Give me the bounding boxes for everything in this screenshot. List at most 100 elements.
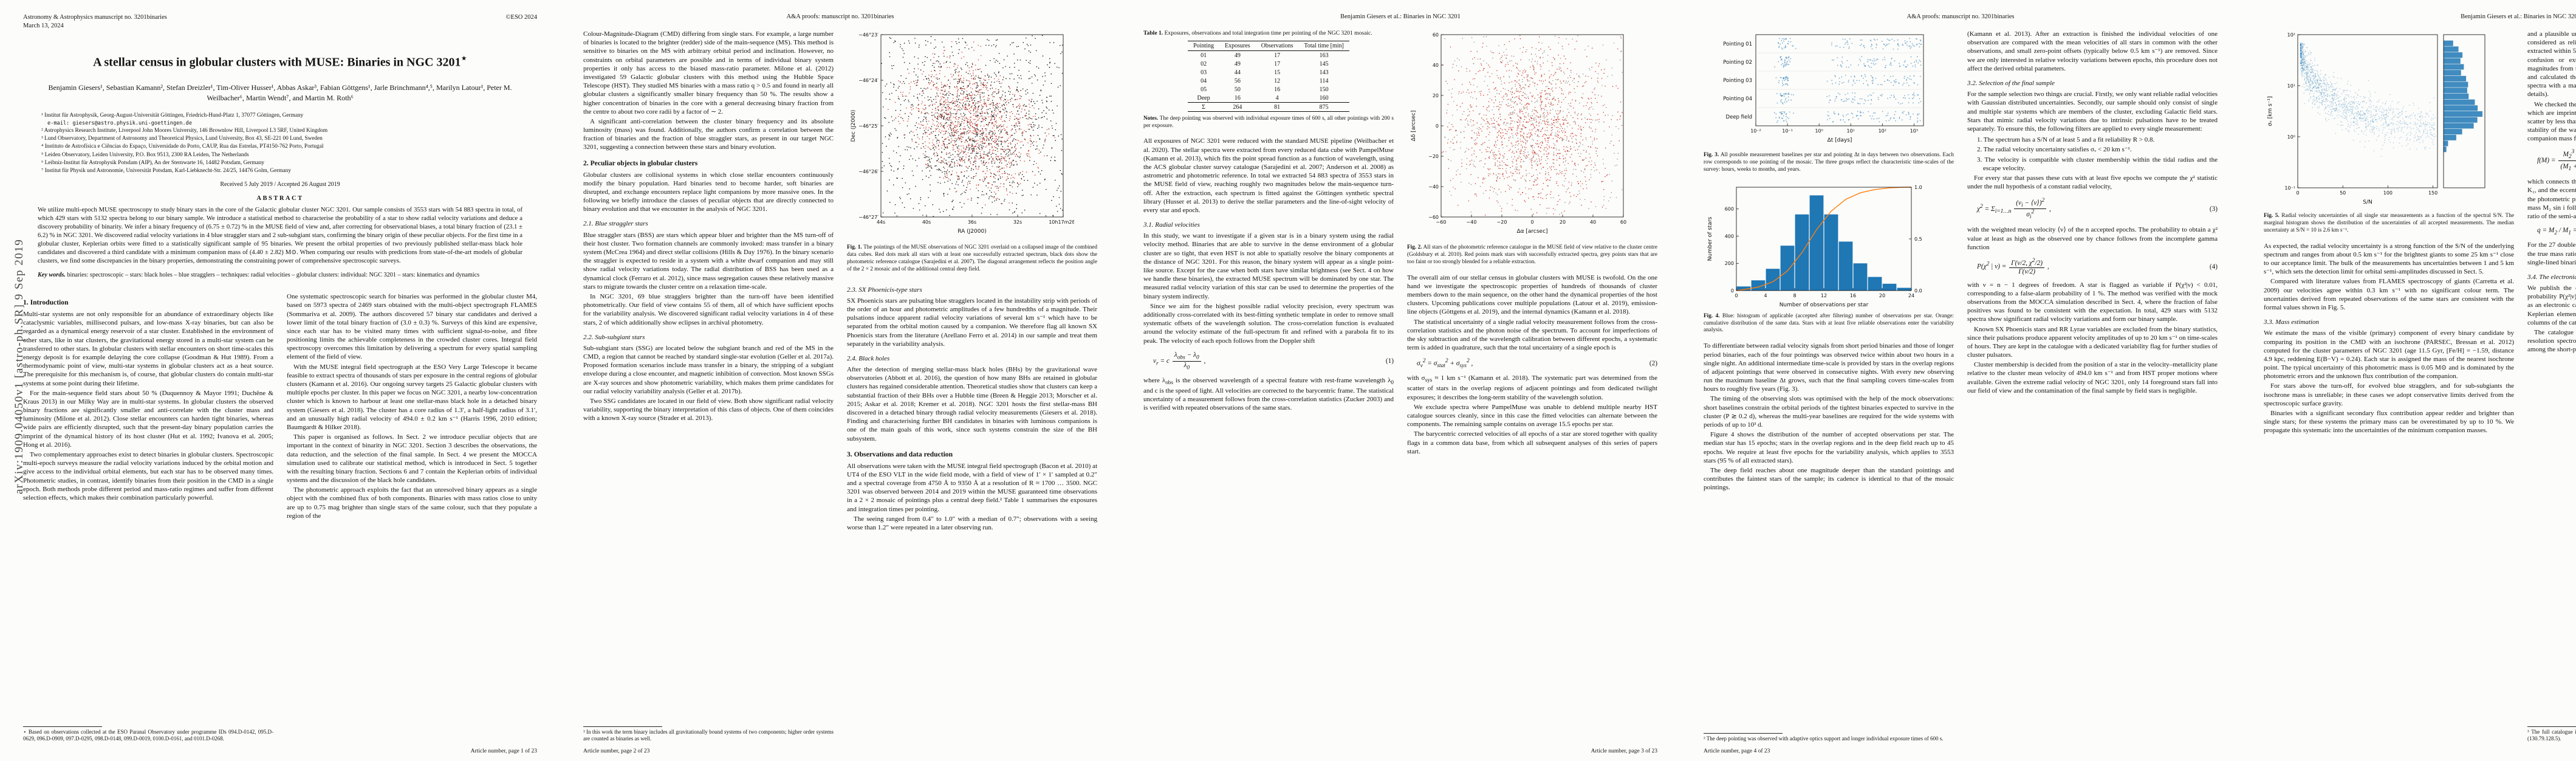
author-list: Benjamin Giesers¹, Sebastian Kamann², St… — [34, 83, 526, 103]
table-cell: 56 — [1219, 77, 1256, 85]
paragraph: with ν = n − 1 degrees of freedom. A sta… — [1967, 281, 2218, 324]
paragraph: Since we aim for the highest possible ra… — [1143, 302, 1394, 345]
figure-5-caption: Fig. 5. Radial velocity uncertainties of… — [2264, 213, 2514, 235]
paragraph: SX Phoenicis stars are pulsating blue st… — [847, 297, 1097, 348]
footnote-2: ² The deep pointing was observed with ad… — [1704, 733, 1954, 743]
section-heading-introduction: 1. Introduction — [23, 298, 273, 307]
paragraph: Two complementary approaches exist to de… — [23, 450, 273, 502]
criteria-list: 1. The spectrum has a S/N of at least 5 … — [1967, 134, 2218, 174]
paragraph: We estimate the mass of the visible (pri… — [2264, 329, 2514, 380]
svg-text:−60: −60 — [1428, 215, 1439, 220]
svg-text:Pointing 02: Pointing 02 — [1723, 60, 1752, 66]
equation-body: f(M) = M23 sin3 i(M1 + M2)2 = P K13 (1 −… — [2527, 149, 2576, 173]
equation-6: q = M2 / M1 = K1 / K2 , (6) — [2527, 227, 2576, 236]
footnote-1: ¹ In this work the term binary includes … — [583, 726, 834, 743]
figure-2-caption: Fig. 2. All stars of the photometric ref… — [1407, 244, 1657, 266]
svg-text:20: 20 — [1560, 219, 1566, 225]
subsection-heading-sx-phoenicis: 2.3. SX Phoenicis-type stars — [847, 286, 1097, 294]
table-cell: 81 — [1256, 103, 1299, 112]
paragraph: which connects the observables of the sp… — [2527, 177, 2576, 221]
page-4: A&A proofs: manuscript no. 3201binaries … — [1680, 0, 2241, 761]
page-1: arXiv:1909.04050v1 [astro-ph.SR] 9 Sep 2… — [0, 0, 560, 761]
figure-3-caption: Fig. 3. All possible measurement baselin… — [1704, 152, 1954, 174]
page-title: A stellar census in globular clusters wi… — [41, 52, 519, 71]
paragraph: The catalogue is meant as a starting poi… — [2527, 328, 2576, 354]
table-cell: Deep — [1188, 94, 1219, 103]
svg-text:32s: 32s — [1013, 219, 1022, 225]
paragraph: As expected, the radial velocity uncerta… — [2264, 242, 2514, 277]
paragraph: We publish the epoch radial velocities o… — [2527, 284, 2576, 327]
paragraph: After the detection of merging stellar-m… — [847, 365, 1097, 443]
svg-text:−46°26′: −46°26′ — [858, 169, 879, 174]
paragraph: All exposures of NGC 3201 were reduced w… — [1143, 137, 1394, 215]
paragraph: The seeing ranged from 0.4″ to 1.0″ with… — [847, 515, 1097, 532]
svg-text:−60: −60 — [1436, 219, 1447, 225]
subsection-heading-mass-estimation: 3.3. Mass estimation — [2264, 319, 2514, 326]
svg-text:−40: −40 — [1467, 219, 1477, 225]
page2-left-column: Colour-Magnitude-Diagram (CMD) differing… — [583, 30, 834, 743]
table-1-notes: Notes. The deep pointing was observed wi… — [1143, 115, 1394, 129]
table-cell: 44 — [1219, 68, 1256, 77]
keywords: Key words. binaries: spectroscopic – sta… — [38, 271, 522, 279]
table-cell: Σ — [1188, 103, 1219, 112]
paragraph: Blue straggler stars (BSS) are stars whi… — [583, 231, 834, 291]
svg-text:Pointing 03: Pointing 03 — [1723, 78, 1752, 84]
svg-text:−46°23′: −46°23′ — [858, 32, 879, 38]
equation-number: (3) — [2210, 205, 2218, 213]
table-column-header: Observations — [1256, 41, 1299, 51]
affiliation-line: ² Astrophysics Research Institute, Liver… — [41, 127, 519, 135]
criterion-item: 3. The velocity is compatible with clust… — [1977, 156, 2218, 173]
table-cell: 04 — [1188, 77, 1219, 85]
paragraph: with the weighted mean velocity ⟨v⟩ of t… — [1967, 226, 2218, 252]
equation-body: P(χ2 | ν) = Γ(ν/2, χ2/2)Γ(ν/2) , — [1967, 258, 2210, 276]
svg-text:0: 0 — [1436, 123, 1439, 129]
table-cell: 4 — [1256, 94, 1299, 103]
page1-header: Astronomy & Astrophysics manuscript no. … — [23, 13, 537, 30]
affiliation-line: ³ Lund Observatory, Department of Astron… — [41, 135, 519, 143]
table-cell: 17 — [1256, 51, 1299, 60]
manuscript-spread: arXiv:1909.04050v1 [astro-ph.SR] 9 Sep 2… — [0, 0, 2576, 729]
running-head: A&A proofs: manuscript no. 3201binaries — [583, 13, 1097, 20]
svg-text:Δδ [arcsec]: Δδ [arcsec] — [1411, 111, 1417, 142]
paragraph: Compared with literature values from FLA… — [2264, 277, 2514, 312]
table-cell: 49 — [1219, 51, 1256, 60]
running-head: A&A proofs: manuscript no. 3201binaries — [1704, 13, 2218, 20]
paragraph: The statistical uncertainty of a single … — [1407, 318, 1657, 353]
criterion-item: 2. The radial velocity uncertainty satis… — [1977, 145, 2218, 154]
table-cell: 160 — [1298, 94, 1349, 103]
svg-text:Dec (J2000): Dec (J2000) — [851, 110, 857, 142]
paragraph: The overall aim of our stellar census in… — [1407, 274, 1657, 317]
equation-2: σv2 = σstat2 + σsys2 , (2) — [1407, 358, 1657, 369]
paragraph: Binaries with a significant secondary fl… — [2264, 409, 2514, 435]
svg-text:−40: −40 — [1428, 184, 1439, 190]
subsection-heading-black-holes: 2.4. Black holes — [847, 355, 1097, 363]
svg-text:0: 0 — [1530, 219, 1533, 225]
table-cell: 12 — [1256, 77, 1299, 85]
affiliation-line: ¹ Institut für Astrophysik, Georg-August… — [41, 112, 519, 120]
svg-text:40: 40 — [1590, 219, 1596, 225]
arxiv-stamp: arXiv:1909.04050v1 [astro-ph.SR] 9 Sep 2… — [13, 239, 26, 494]
paragraph: For every star that passes these cuts wi… — [1967, 174, 2218, 191]
table-cell: 16 — [1219, 94, 1256, 103]
paragraph: The barycentric corrected velocities of … — [1407, 430, 1657, 456]
subsection-heading-radial-velocities: 3.1. Radial velocities — [1143, 221, 1394, 229]
paragraph: The deep field reaches about one magnitu… — [1704, 466, 1954, 492]
table-1-caption: Table 1. Exposures, observations and tot… — [1143, 30, 1394, 37]
abstract-text: We utilize multi-epoch MUSE spectroscopy… — [38, 206, 522, 266]
svg-text:44s: 44s — [877, 219, 885, 225]
affiliations: ¹ Institut für Astrophysik, Georg-August… — [41, 112, 519, 176]
page3-left-column: Table 1. Exposures, observations and tot… — [1143, 30, 1394, 743]
